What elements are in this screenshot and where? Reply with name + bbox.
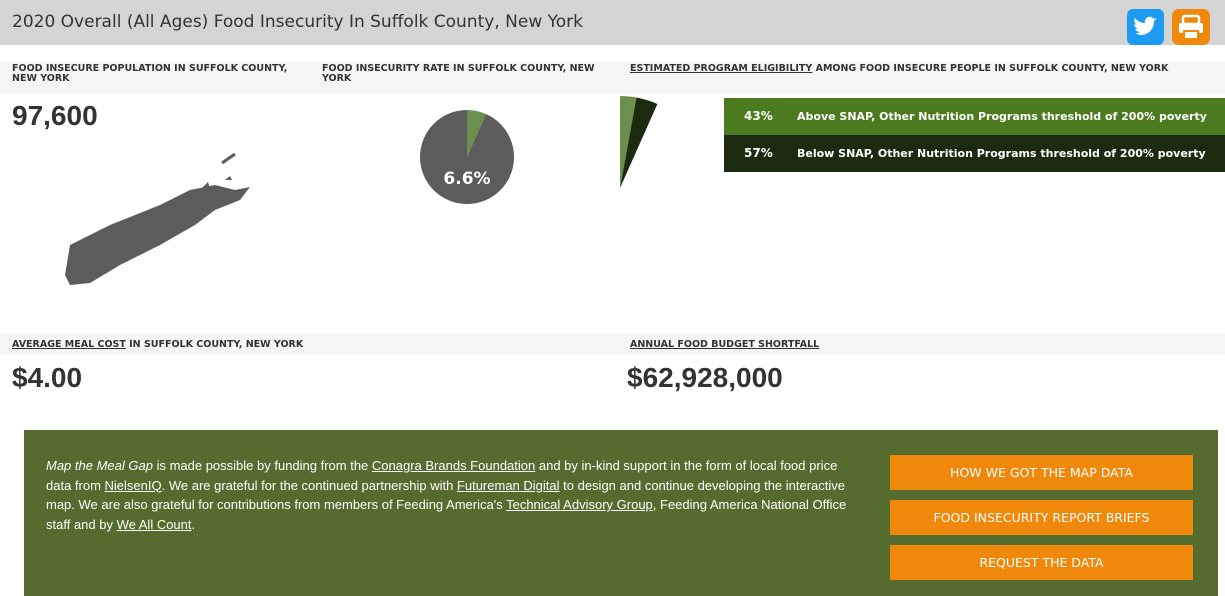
county-shape	[221, 152, 236, 165]
section-label: FOOD INSECURE POPULATION IN SUFFOLK COUN…	[0, 62, 310, 94]
text: . We are grateful for the continued part…	[161, 477, 457, 493]
county-map	[65, 152, 250, 285]
population-value: 97,600	[12, 100, 98, 131]
footer: Map the Meal Gap is made possible by fun…	[24, 430, 1218, 596]
credits-paragraph: Map the Meal Gap is made possible by fun…	[46, 456, 861, 534]
button[interactable]: FOOD INSECURITY REPORT BRIEFS	[890, 500, 1193, 535]
header-bar	[0, 0, 1225, 45]
link[interactable]: Technical Advisory Group	[506, 497, 653, 512]
legend-row: 43% Above SNAP, Other Nutrition Programs …	[724, 98, 1225, 135]
section-label: FOOD INSECURITY RATE IN SUFFOLK COUNTY, …	[310, 62, 618, 94]
label-link[interactable]: ESTIMATED PROGRAM ELIGIBILITY	[630, 63, 813, 74]
print-icon	[1183, 30, 1199, 40]
section-label: ESTIMATED PROGRAM ELIGIBILITY AMONG FOOD…	[618, 62, 1225, 94]
text: .	[191, 516, 196, 532]
label-link[interactable]: AVERAGE MEAL COST	[12, 339, 126, 350]
shortfall-value: $62,928,000	[627, 362, 783, 393]
legend-row: 57% Below SNAP, Other Nutrition Programs …	[724, 135, 1225, 172]
text: to design and continue developing the in…	[46, 477, 846, 513]
eligibility-pie	[620, 96, 658, 188]
legend-text: Above SNAP, Other Nutrition Programs thr…	[797, 110, 1207, 123]
meal-cost-value: $4.00	[12, 362, 83, 393]
legend-percent: 57%	[744, 146, 773, 160]
text: and by in-kind support in the form of lo…	[46, 458, 838, 493]
twitter-logo	[1134, 16, 1157, 35]
link[interactable]: NielsenIQ	[104, 477, 162, 493]
button[interactable]: REQUEST THE DATA	[890, 545, 1193, 580]
pie-slice	[467, 110, 486, 157]
button[interactable]: HOW WE GOT THE MAP DATA	[890, 455, 1193, 490]
section-label: ANNUAL FOOD BUDGET SHORTFALL	[618, 333, 1225, 355]
legend-text: Below SNAP, Other Nutrition Programs thr…	[797, 147, 1206, 160]
text: is made possible by funding from the	[152, 458, 372, 473]
pie-slice	[620, 97, 658, 188]
pie-label: 6.6%	[443, 169, 490, 189]
page-title: 2020 Overall (All Ages) Food Insecurity …	[12, 12, 583, 32]
link[interactable]: Conagra Brands Foundation	[371, 458, 536, 473]
text: Map the Meal Gap	[46, 458, 153, 473]
county-shape	[185, 176, 232, 196]
text: , Feeding America National Office staff …	[46, 497, 847, 532]
section-label: AVERAGE MEAL COST IN SUFFOLK COUNTY, NEW…	[0, 333, 618, 355]
link[interactable]: We All Count	[116, 516, 192, 532]
link[interactable]: Futureman Digital	[456, 477, 560, 493]
label-text: IN SUFFOLK COUNTY, NEW YORK	[125, 339, 304, 350]
rate-pie: 6.6%	[420, 110, 514, 204]
label-text: AMONG FOOD INSECURE PEOPLE IN SUFFOLK CO…	[812, 63, 1169, 74]
legend-percent: 43%	[744, 109, 773, 123]
county-shape	[65, 185, 250, 285]
share-icons	[1127, 9, 1210, 45]
pie-slice	[620, 96, 637, 188]
label-link[interactable]: ANNUAL FOOD BUDGET SHORTFALL	[630, 339, 820, 350]
